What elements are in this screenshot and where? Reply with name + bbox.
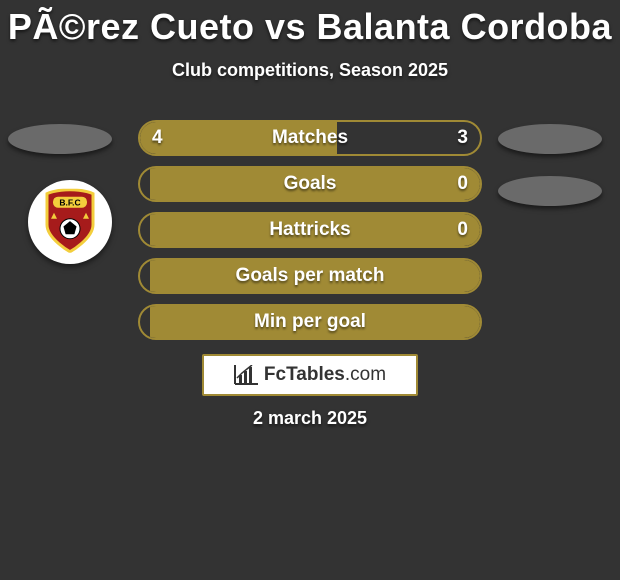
player-right-avatar-placeholder bbox=[498, 124, 602, 154]
stat-row: 43Matches bbox=[138, 120, 482, 156]
club-badge-initials: B.F.C bbox=[59, 198, 80, 208]
stats-list: 43Matches 0Goals 0Hattricks Goals per match… bbox=[138, 120, 482, 350]
club-right-placeholder bbox=[498, 176, 602, 206]
comparison-card: PÃ©rez Cueto vs Balanta Cordoba Club com… bbox=[0, 0, 620, 580]
stat-label: Hattricks bbox=[140, 214, 480, 246]
club-left-badge: B.F.C bbox=[28, 180, 112, 264]
stat-row: Goals per match bbox=[138, 258, 482, 294]
comparison-date: 2 march 2025 bbox=[0, 408, 620, 429]
stat-label: Goals per match bbox=[140, 260, 480, 292]
player-left-avatar-placeholder bbox=[8, 124, 112, 154]
page-title: PÃ©rez Cueto vs Balanta Cordoba bbox=[0, 0, 620, 48]
stat-row: 0Hattricks bbox=[138, 212, 482, 248]
brand-badge[interactable]: FcTables.com bbox=[202, 354, 418, 396]
brand-name: FcTables.com bbox=[264, 364, 386, 386]
stat-label: Matches bbox=[140, 122, 480, 154]
stat-label: Goals bbox=[140, 168, 480, 200]
stat-row: Min per goal bbox=[138, 304, 482, 340]
shield-icon: B.F.C bbox=[43, 189, 97, 253]
bar-chart-icon bbox=[234, 365, 258, 385]
stat-label: Min per goal bbox=[140, 306, 480, 338]
stat-row: 0Goals bbox=[138, 166, 482, 202]
subtitle: Club competitions, Season 2025 bbox=[0, 60, 620, 81]
